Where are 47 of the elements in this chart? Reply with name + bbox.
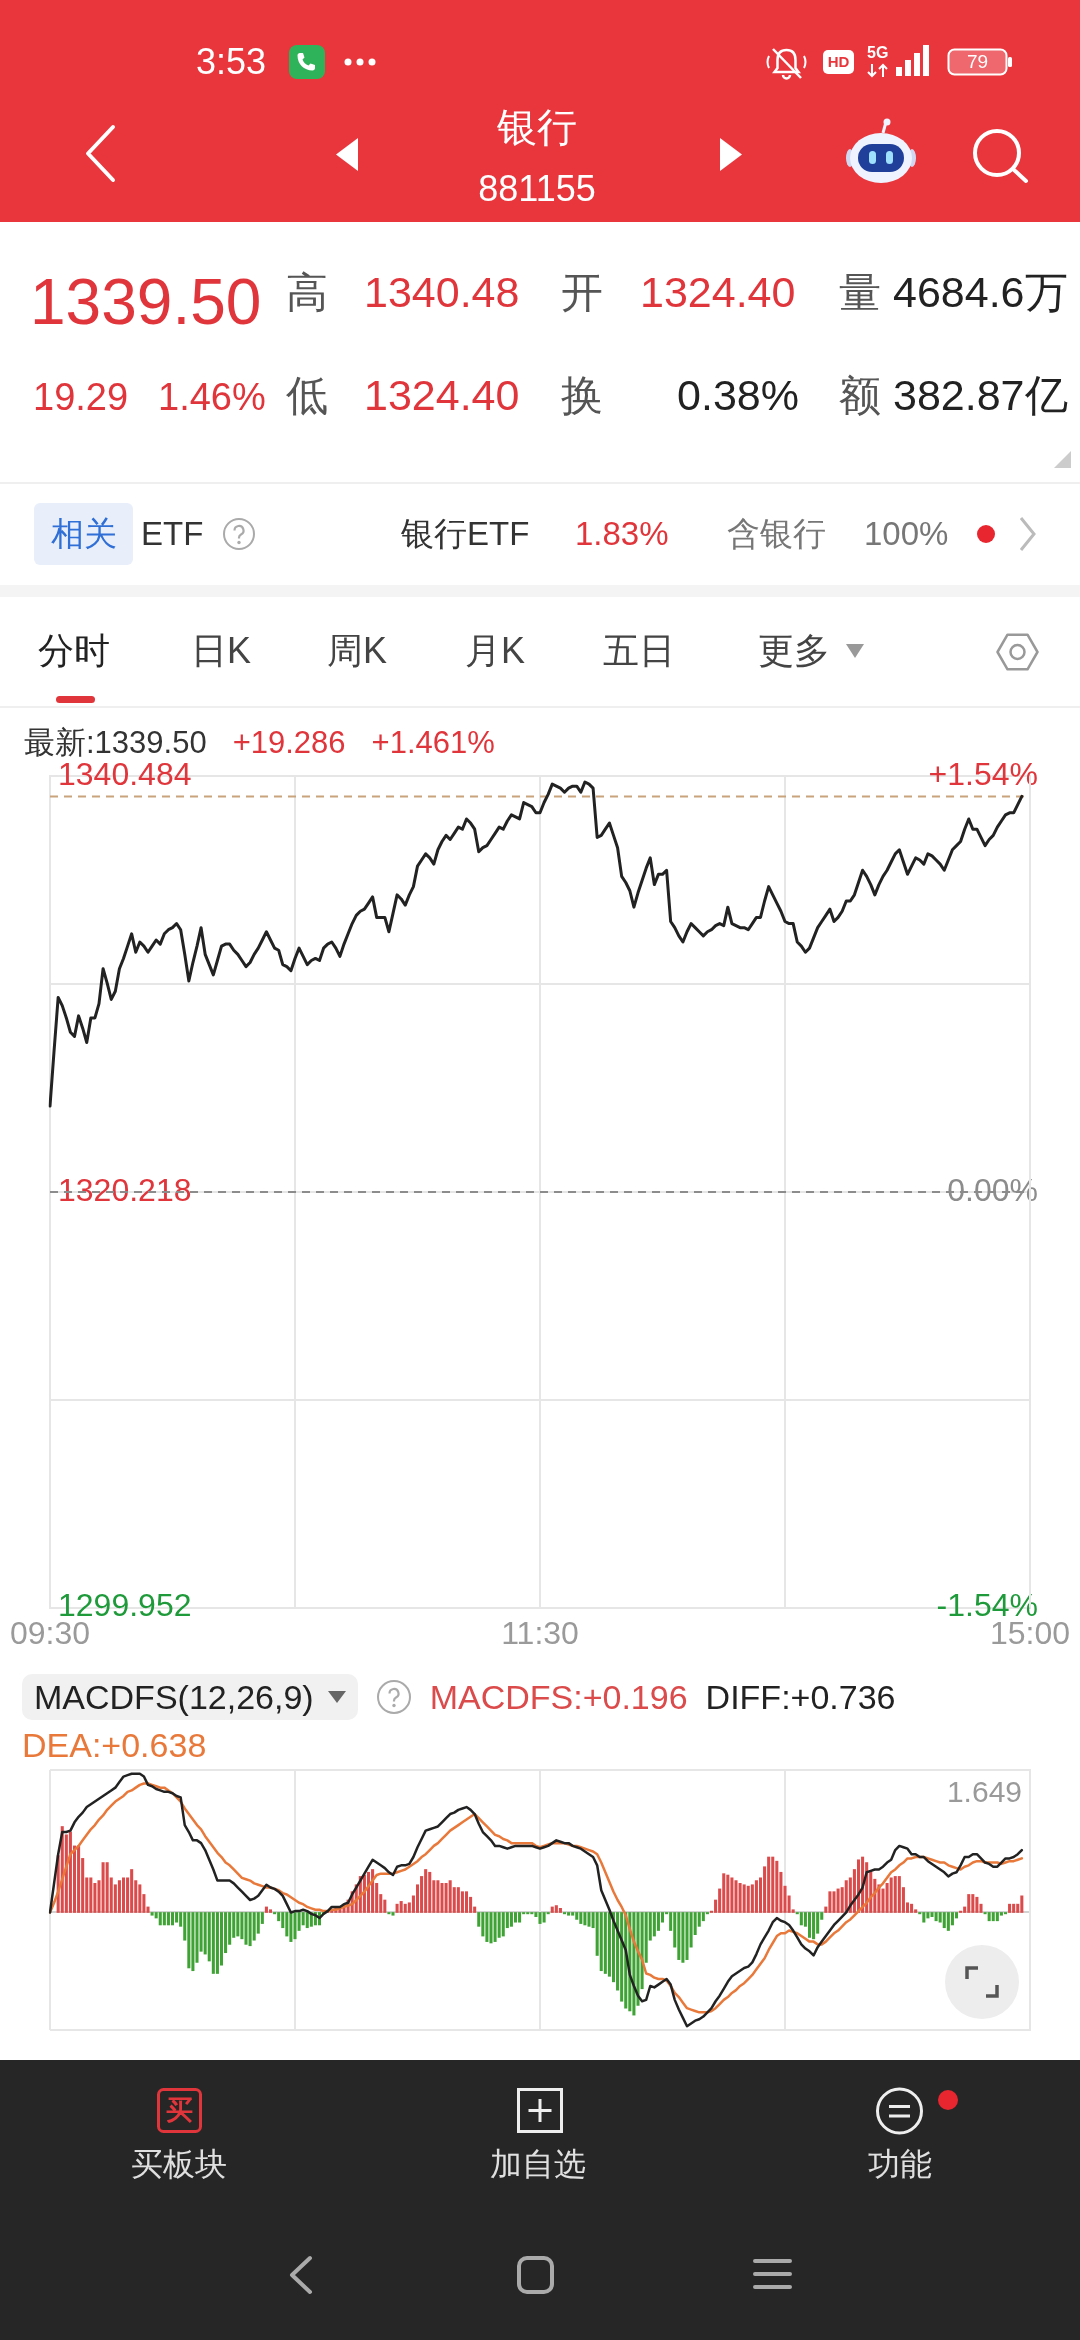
y-tick-label: 1320.218	[58, 1171, 192, 1208]
text: 周K	[327, 629, 388, 673]
text: 1.83%	[575, 514, 669, 554]
text: 加自选	[490, 2144, 586, 2184]
text: 1.46%	[158, 375, 266, 421]
text: 1324.40	[640, 267, 796, 319]
text: +1.461%	[371, 724, 495, 761]
text: 五日	[603, 629, 675, 673]
text: 3:53	[196, 40, 267, 84]
text: 低	[286, 370, 328, 421]
text: 1340.48	[364, 267, 520, 319]
annotation: 1.649	[946, 1774, 1022, 1810]
series-label: DEA:+0.638	[22, 1725, 207, 1766]
text: 1324.40	[364, 370, 520, 422]
x-tick-label: 11:30	[501, 1614, 579, 1651]
text: 含银行	[727, 514, 826, 554]
text: 0.38%	[677, 370, 799, 422]
text: 更多	[758, 629, 830, 673]
text: 开	[561, 267, 603, 318]
text: 1339.50	[30, 264, 262, 340]
text: ETF	[141, 514, 204, 554]
chart-title: MACDFS(12,26,9)	[34, 1677, 314, 1718]
text: 4684.6万	[893, 267, 1068, 319]
boxed-character-icon: 买	[157, 2088, 202, 2133]
text: DIFF:+0.736	[705, 1677, 896, 1718]
text: 买板块	[131, 2144, 227, 2184]
y2-tick-label: +1.54%	[928, 756, 1038, 793]
text: 382.87亿	[893, 370, 1068, 422]
tag-chip: 相关	[34, 503, 133, 565]
text: MACDFS:+0.196	[429, 1677, 688, 1718]
text: 19.29	[33, 375, 129, 421]
hd-badge: HD	[823, 50, 854, 74]
text: 银行	[497, 104, 577, 151]
text: 分时	[38, 629, 110, 673]
text: 功能	[868, 2144, 932, 2184]
text: 日K	[191, 629, 252, 673]
text: 100%	[864, 514, 949, 554]
text: 高	[286, 267, 328, 318]
text: +19.286	[232, 724, 346, 761]
text: 银行ETF	[401, 514, 530, 554]
text: 量	[839, 267, 881, 318]
text: 5G	[867, 43, 889, 63]
text: 换	[561, 370, 603, 421]
text: 月K	[465, 629, 526, 673]
text: 额	[839, 370, 881, 421]
text: 881155	[478, 167, 596, 211]
selector-chip: MACDFS(12,26,9)	[22, 1674, 358, 1720]
